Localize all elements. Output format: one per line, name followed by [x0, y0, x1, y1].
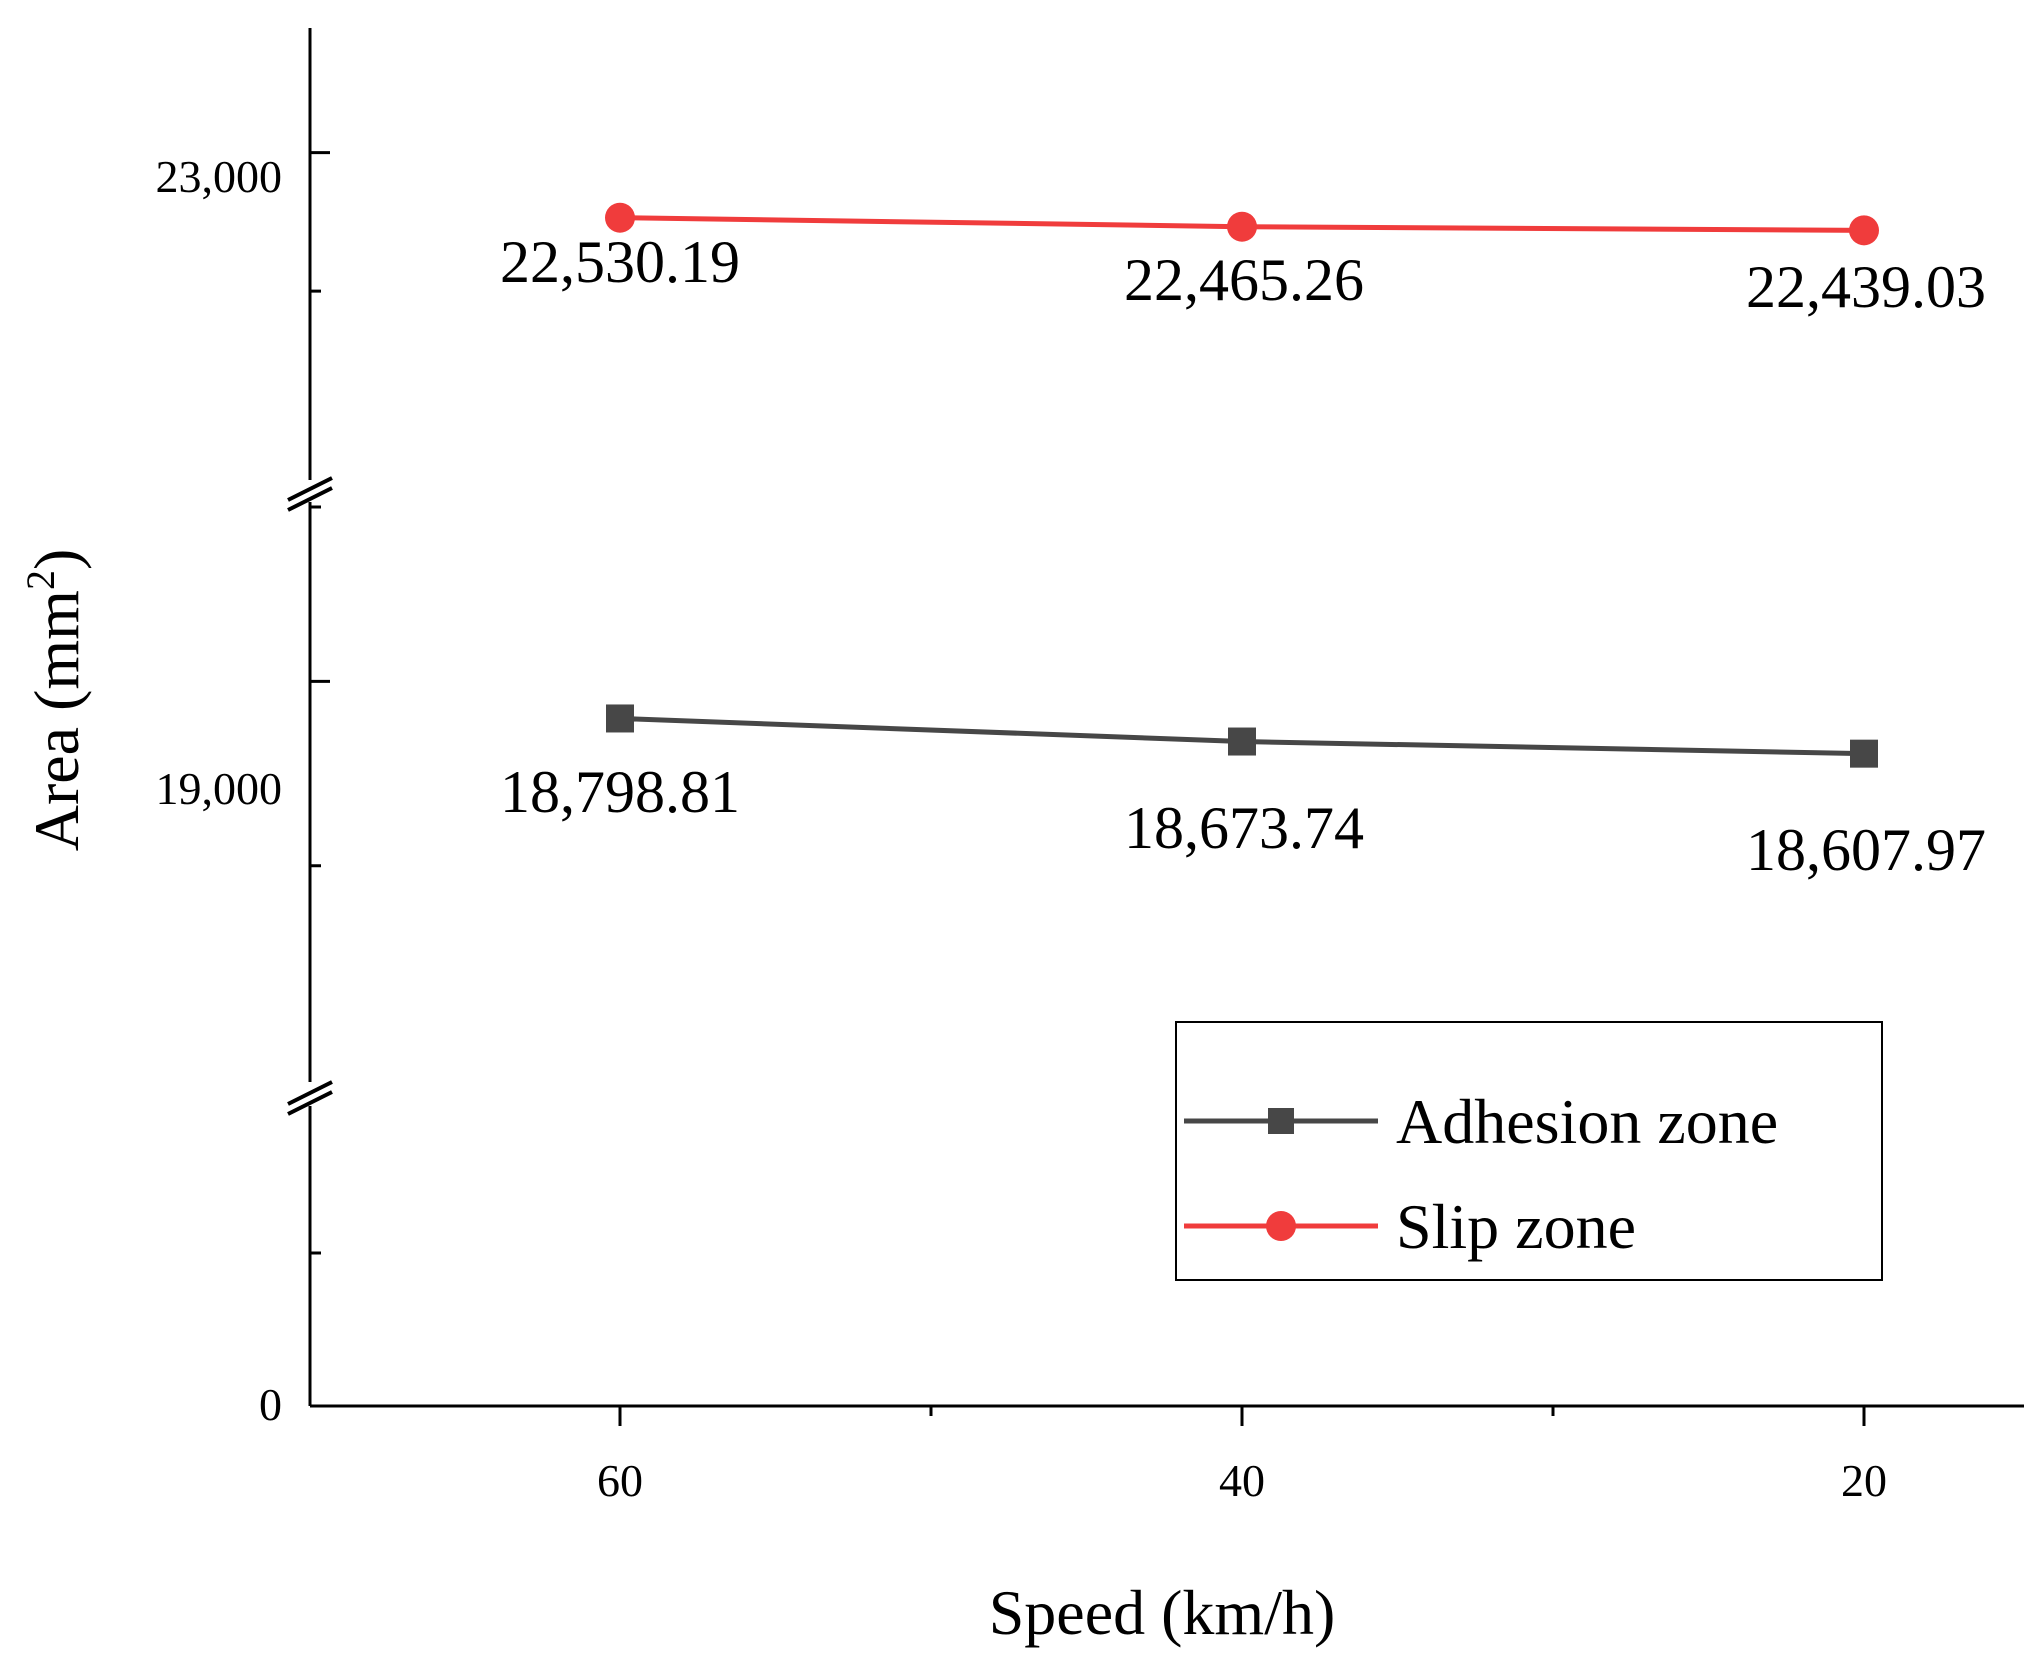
slip-zone-label-20: 22,439.03 — [1746, 254, 1986, 320]
y-tick-label-0: 0 — [259, 1379, 282, 1430]
plot-area — [287, 28, 2024, 1426]
y-axis-break-upper — [287, 476, 333, 512]
adhesion-zone-point-60 — [606, 704, 634, 733]
slip-zone-label-40: 22,465.26 — [1124, 247, 1364, 313]
y-axis-break-lower — [287, 1080, 333, 1116]
adhesion-zone-label-20: 18,607.97 — [1746, 817, 1986, 883]
legend-slip-marker — [1266, 1211, 1296, 1241]
slip-zone-point-20 — [1849, 215, 1879, 246]
slip-zone-label-60: 22,530.19 — [500, 229, 740, 295]
legend: Adhesion zone Slip zone — [1175, 1021, 1883, 1281]
adhesion-zone-label-40: 18,673.74 — [1124, 795, 1364, 861]
y-axis-title-close: ) — [21, 549, 92, 570]
legend-slip-label: Slip zone — [1396, 1191, 1636, 1262]
x-tick-label-20: 20 — [1841, 1455, 1887, 1506]
y-tick-label-19000: 19,000 — [156, 763, 283, 814]
legend-adhesion-label: Adhesion zone — [1396, 1086, 1778, 1157]
y-ticks — [310, 151, 330, 1408]
y-axis-title-main: Area (mm — [21, 590, 92, 851]
x-tick-label-60: 60 — [597, 1455, 643, 1506]
x-ticks — [618, 1406, 1866, 1426]
adhesion-zone-point-20 — [1850, 739, 1878, 768]
slip-zone-point-60 — [605, 202, 635, 233]
y-axis-title-superscript: 2 — [18, 570, 63, 590]
adhesion-zone-label-60: 18,798.81 — [500, 759, 740, 825]
x-tick-label-40: 40 — [1219, 1455, 1265, 1506]
series-layer — [605, 202, 1879, 768]
legend-adhesion-marker — [1268, 1108, 1294, 1134]
adhesion-zone-point-40 — [1228, 727, 1256, 756]
y-tick-label-23000: 23,000 — [156, 151, 283, 202]
slip-zone-point-40 — [1227, 211, 1257, 242]
y-axis-title: Area (mm2) — [18, 549, 92, 852]
x-axis-title: Speed (km/h) — [989, 1577, 1336, 1648]
legend-box — [1175, 1021, 1883, 1281]
